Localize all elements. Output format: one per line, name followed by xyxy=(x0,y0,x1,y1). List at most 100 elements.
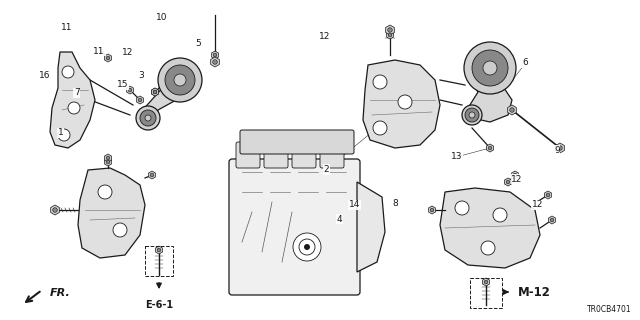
Polygon shape xyxy=(486,144,493,152)
Circle shape xyxy=(484,280,488,284)
Text: 10: 10 xyxy=(156,13,167,22)
Circle shape xyxy=(455,201,469,215)
Text: 8: 8 xyxy=(393,199,398,208)
FancyBboxPatch shape xyxy=(240,130,354,154)
Circle shape xyxy=(106,56,110,60)
Polygon shape xyxy=(545,191,552,199)
Text: TR0CB4701: TR0CB4701 xyxy=(588,305,632,314)
Circle shape xyxy=(68,102,80,114)
Circle shape xyxy=(388,33,392,37)
Circle shape xyxy=(462,105,482,125)
Polygon shape xyxy=(51,205,60,215)
Polygon shape xyxy=(440,188,540,268)
Polygon shape xyxy=(508,105,516,115)
Circle shape xyxy=(493,208,507,222)
Polygon shape xyxy=(52,206,58,214)
Circle shape xyxy=(58,129,70,141)
Polygon shape xyxy=(136,96,143,104)
Text: 15: 15 xyxy=(117,80,129,89)
Text: 13: 13 xyxy=(451,152,463,161)
Text: 12: 12 xyxy=(532,200,543,209)
Circle shape xyxy=(153,90,157,94)
Circle shape xyxy=(465,108,479,122)
Circle shape xyxy=(464,42,516,94)
Polygon shape xyxy=(357,182,385,272)
Polygon shape xyxy=(152,88,159,96)
Circle shape xyxy=(158,58,202,102)
Circle shape xyxy=(53,208,57,212)
Polygon shape xyxy=(50,52,95,148)
Circle shape xyxy=(106,156,110,160)
Circle shape xyxy=(128,88,132,92)
Polygon shape xyxy=(548,216,556,224)
Circle shape xyxy=(469,112,475,118)
Circle shape xyxy=(398,95,412,109)
Text: M-12: M-12 xyxy=(518,285,551,299)
Circle shape xyxy=(113,223,127,237)
Circle shape xyxy=(150,173,154,177)
Circle shape xyxy=(174,74,186,86)
Circle shape xyxy=(430,208,434,212)
Circle shape xyxy=(509,108,515,112)
Circle shape xyxy=(557,146,563,150)
Circle shape xyxy=(550,218,554,222)
Circle shape xyxy=(488,146,492,150)
Circle shape xyxy=(388,28,392,32)
Polygon shape xyxy=(152,88,159,96)
Circle shape xyxy=(373,75,387,89)
Text: 3: 3 xyxy=(138,71,143,80)
Polygon shape xyxy=(556,143,564,153)
Polygon shape xyxy=(212,51,218,59)
Circle shape xyxy=(153,90,157,94)
Text: 7: 7 xyxy=(74,88,79,97)
Text: 12: 12 xyxy=(511,175,523,184)
FancyBboxPatch shape xyxy=(229,159,360,295)
Polygon shape xyxy=(104,158,111,166)
Polygon shape xyxy=(104,154,111,162)
Circle shape xyxy=(304,244,310,250)
Text: 11: 11 xyxy=(93,47,105,56)
FancyBboxPatch shape xyxy=(292,142,316,168)
Polygon shape xyxy=(78,168,145,258)
Circle shape xyxy=(293,233,321,261)
Circle shape xyxy=(481,241,495,255)
Text: E-6-1: E-6-1 xyxy=(145,300,173,310)
Circle shape xyxy=(62,66,74,78)
Bar xyxy=(145,246,173,276)
Text: 12: 12 xyxy=(319,32,331,41)
Text: FR.: FR. xyxy=(50,288,71,298)
Circle shape xyxy=(513,173,517,177)
Circle shape xyxy=(138,98,142,102)
Circle shape xyxy=(165,65,195,95)
Circle shape xyxy=(140,110,156,126)
Text: 4: 4 xyxy=(337,215,342,224)
Text: 12: 12 xyxy=(122,48,134,57)
Bar xyxy=(470,278,502,308)
Text: 1: 1 xyxy=(58,128,63,137)
Polygon shape xyxy=(504,178,511,186)
Circle shape xyxy=(106,160,110,164)
Polygon shape xyxy=(148,171,156,179)
Circle shape xyxy=(157,248,161,252)
Polygon shape xyxy=(211,57,220,67)
Circle shape xyxy=(136,106,160,130)
Polygon shape xyxy=(156,246,163,254)
Text: 11: 11 xyxy=(61,23,73,32)
Polygon shape xyxy=(468,78,514,122)
Text: 9: 9 xyxy=(554,146,559,155)
Polygon shape xyxy=(386,25,394,35)
Text: 2: 2 xyxy=(324,165,329,174)
Circle shape xyxy=(145,115,151,121)
Polygon shape xyxy=(387,31,394,39)
Circle shape xyxy=(546,193,550,197)
Circle shape xyxy=(213,53,217,57)
Circle shape xyxy=(299,239,315,255)
Circle shape xyxy=(483,61,497,75)
Polygon shape xyxy=(363,60,440,148)
Polygon shape xyxy=(127,86,134,94)
Polygon shape xyxy=(140,65,198,128)
Circle shape xyxy=(472,50,508,86)
Circle shape xyxy=(52,208,57,212)
Polygon shape xyxy=(104,54,111,62)
Polygon shape xyxy=(429,206,435,214)
